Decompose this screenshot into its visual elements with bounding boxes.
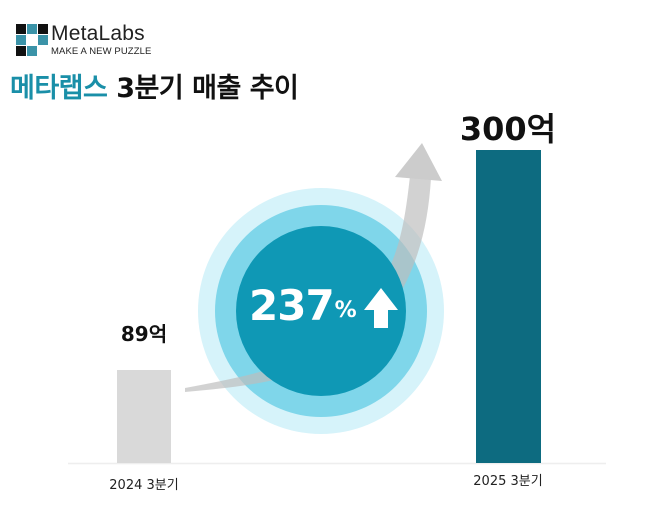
brand-name: MetaLabs	[51, 22, 145, 45]
brand-logo: MetaLabs MAKE A NEW PUZZLE	[16, 22, 152, 58]
brand-tagline: MAKE A NEW PUZZLE	[51, 46, 152, 57]
category-label: 2024 3분기	[109, 478, 179, 493]
up-arrow-icon	[364, 288, 398, 328]
growth-rate: 237%	[249, 283, 357, 329]
chart-title: 메타랩스 3분기 매출 추이	[10, 66, 299, 105]
category-label: 2025 3분기	[473, 474, 543, 489]
growth-unit: %	[334, 298, 357, 323]
title-subject: 3분기 매출 추이	[107, 73, 299, 104]
bar-value-label: 300억	[459, 110, 557, 148]
bar-value-label: 89억	[120, 322, 168, 346]
title-company: 메타랩스	[10, 73, 108, 104]
growth-circle-inner	[236, 226, 406, 396]
bar-2025-q3	[476, 150, 541, 463]
puzzle-grid-icon	[16, 24, 48, 56]
growth-value: 237	[249, 281, 335, 330]
bar-2024-q3	[117, 370, 171, 463]
